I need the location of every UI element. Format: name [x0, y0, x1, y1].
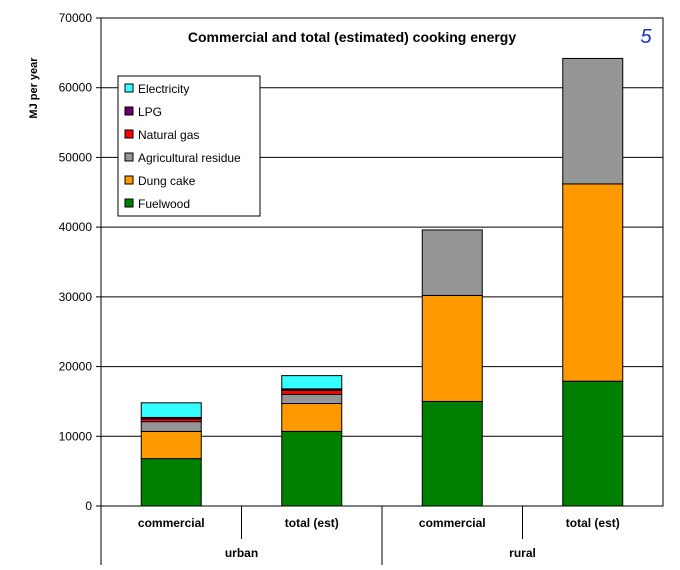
- legend-label: Electricity: [138, 82, 189, 96]
- bar-segment: [421, 294, 483, 402]
- y-axis-label: MJ per year: [28, 57, 40, 119]
- legend-swatch: [124, 129, 134, 139]
- bar-segment: [281, 389, 343, 395]
- bar-segment: [562, 57, 624, 185]
- x-group-label: rural: [509, 546, 536, 560]
- x-category-label: commercial: [419, 516, 486, 530]
- x-category-label: commercial: [138, 516, 205, 530]
- y-tick-label: 60000: [59, 81, 93, 95]
- bar-segment: [140, 402, 202, 418]
- x-category-label: total (est): [285, 516, 339, 530]
- legend-label: LPG: [138, 105, 162, 119]
- y-tick-label: 30000: [59, 290, 93, 304]
- x-category-label: total (est): [566, 516, 620, 530]
- legend-label: Fuelwood: [138, 197, 190, 211]
- legend-label: Agricultural residue: [138, 151, 241, 165]
- legend-swatch: [124, 83, 134, 93]
- legend-swatch: [124, 175, 134, 185]
- bar-segment: [281, 393, 343, 405]
- legend-label: Natural gas: [138, 128, 199, 142]
- x-group-label: urban: [225, 546, 258, 560]
- bar-segment: [281, 430, 343, 507]
- legend-label: Dung cake: [138, 174, 196, 188]
- legend-swatch: [124, 198, 134, 208]
- figure-number-badge: 5: [640, 26, 652, 48]
- bar-segment: [140, 458, 202, 507]
- legend-swatch: [124, 106, 134, 116]
- y-tick-label: 10000: [59, 429, 93, 443]
- y-tick-label: 0: [85, 499, 92, 513]
- bars: [140, 57, 624, 507]
- x-axis: commercial total (est) commercial total (es…: [100, 506, 620, 565]
- legend: Electricity LPG Natural gas Agricultural re…: [117, 75, 261, 217]
- y-axis: 0 10000 20000 30000 40000 50000 60000 70000: [59, 11, 101, 513]
- bar-segment: [281, 375, 343, 390]
- y-tick-label: 40000: [59, 220, 93, 234]
- legend-swatch: [124, 152, 134, 162]
- bar-segment: [562, 380, 624, 507]
- bar-segment: [421, 400, 483, 507]
- y-tick-label: 50000: [59, 150, 93, 164]
- legend-box: [117, 75, 261, 217]
- y-tick-label: 20000: [59, 360, 93, 374]
- bar-segment: [281, 403, 343, 432]
- bar-segment: [421, 229, 483, 296]
- bar-segment: [140, 430, 202, 460]
- chart-title: Commercial and total (estimated) cooking…: [188, 29, 517, 45]
- bar-segment: [140, 421, 202, 432]
- bar-segment: [562, 183, 624, 382]
- y-tick-label: 70000: [59, 11, 93, 25]
